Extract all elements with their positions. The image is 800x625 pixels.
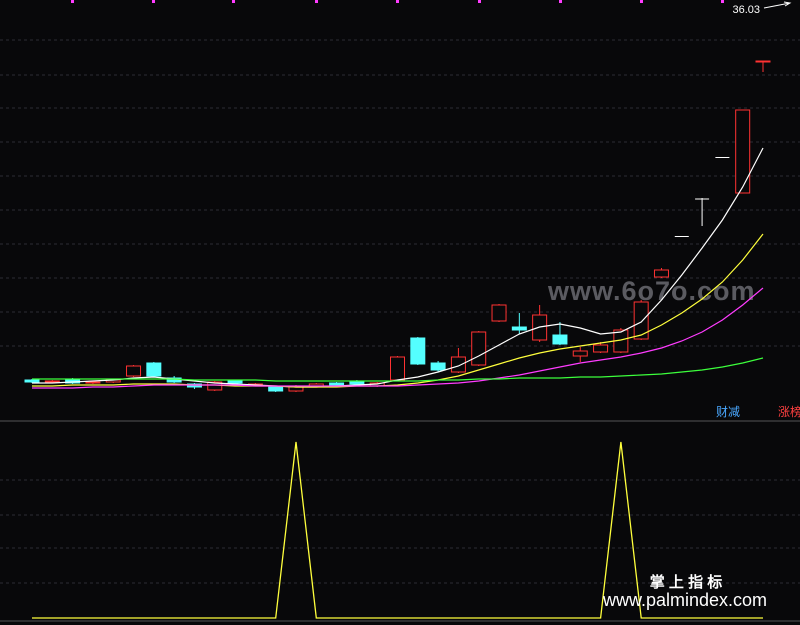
candle-body (633, 301, 649, 340)
period-marker (396, 0, 399, 3)
period-marker (640, 0, 643, 3)
candle-body (653, 269, 669, 278)
period-marker (315, 0, 318, 3)
ma-line (32, 357, 764, 382)
candle-body (24, 379, 40, 383)
period-marker (71, 0, 74, 3)
watermark-brand: 掌 上 指 标 (650, 573, 723, 591)
period-marker (152, 0, 155, 3)
candle-body (695, 198, 710, 200)
candle-body (126, 365, 142, 377)
candle-body (207, 381, 223, 391)
candle-body (552, 334, 568, 345)
period-marker (721, 0, 724, 3)
candle-body (430, 362, 446, 371)
candle-body (593, 344, 609, 353)
candle-body (410, 337, 426, 365)
ma-line (32, 233, 764, 388)
candle-body (268, 386, 284, 392)
period-marker (232, 0, 235, 3)
period-marker (559, 0, 562, 3)
max-arrow (763, 1, 792, 9)
tag: 财减 (716, 405, 740, 419)
max-label: 36.03 (732, 4, 760, 16)
candle-body (572, 350, 588, 357)
candle-body (491, 304, 507, 322)
period-markers (71, 0, 724, 3)
indicator-line (32, 441, 763, 619)
period-marker (478, 0, 481, 3)
watermark: www.6o7o.com (547, 276, 756, 306)
candle-body (390, 356, 405, 381)
candle-body (227, 380, 243, 384)
candle-body (44, 380, 60, 383)
candle-body (85, 381, 101, 384)
marks (24, 60, 771, 619)
candle-body (735, 109, 751, 194)
candle-body (511, 326, 527, 331)
grid (0, 39, 800, 622)
ma-line (32, 287, 764, 389)
watermark-url: www.palmindex.com (602, 590, 767, 610)
candle-body (146, 362, 162, 377)
candle-body (755, 60, 771, 63)
ma-line (32, 147, 764, 388)
candle-body (715, 157, 730, 158)
candle-body (674, 236, 689, 237)
candle-body (450, 356, 466, 373)
tag: 涨榜 (778, 404, 800, 419)
candle-body (471, 331, 487, 366)
